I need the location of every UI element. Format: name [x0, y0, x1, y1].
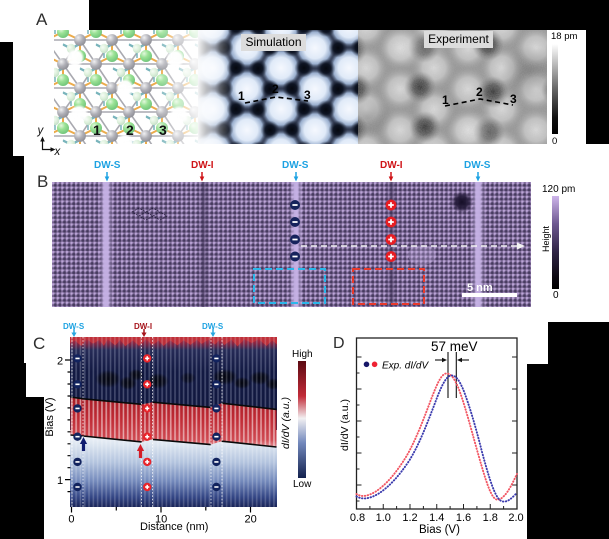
svg-text:3: 3 [510, 92, 517, 106]
svg-text:0.8: 0.8 [350, 512, 365, 524]
svg-text:2: 2 [272, 82, 279, 96]
svg-text:0: 0 [68, 514, 74, 526]
svg-text:1: 1 [238, 89, 245, 103]
svg-text:1: 1 [442, 93, 449, 107]
svg-text:3: 3 [304, 88, 311, 102]
svg-text:2: 2 [57, 356, 63, 368]
svg-text:1.2: 1.2 [402, 512, 417, 524]
svg-text:1.6: 1.6 [456, 512, 471, 524]
svg-text:1.8: 1.8 [483, 512, 498, 524]
svg-text:Exp. dI/dV: Exp. dI/dV [382, 361, 429, 372]
svg-text:Bias (V): Bias (V) [419, 524, 460, 536]
svg-text:3: 3 [159, 122, 167, 138]
svg-text:10: 10 [155, 514, 167, 526]
svg-text:57 meV: 57 meV [431, 339, 478, 354]
svg-text:2: 2 [476, 85, 483, 99]
svg-text:2: 2 [126, 122, 134, 138]
svg-text:y: y [37, 125, 45, 137]
svg-text:1.4: 1.4 [429, 512, 444, 524]
svg-text:D: D [333, 335, 345, 352]
svg-text:5 nm: 5 nm [467, 282, 493, 294]
svg-text:1: 1 [57, 475, 63, 487]
svg-text:2.0: 2.0 [508, 512, 523, 524]
svg-text:1.0: 1.0 [376, 512, 391, 524]
svg-text:20: 20 [245, 514, 257, 526]
svg-text:1: 1 [93, 122, 101, 138]
svg-text:x: x [54, 146, 62, 158]
